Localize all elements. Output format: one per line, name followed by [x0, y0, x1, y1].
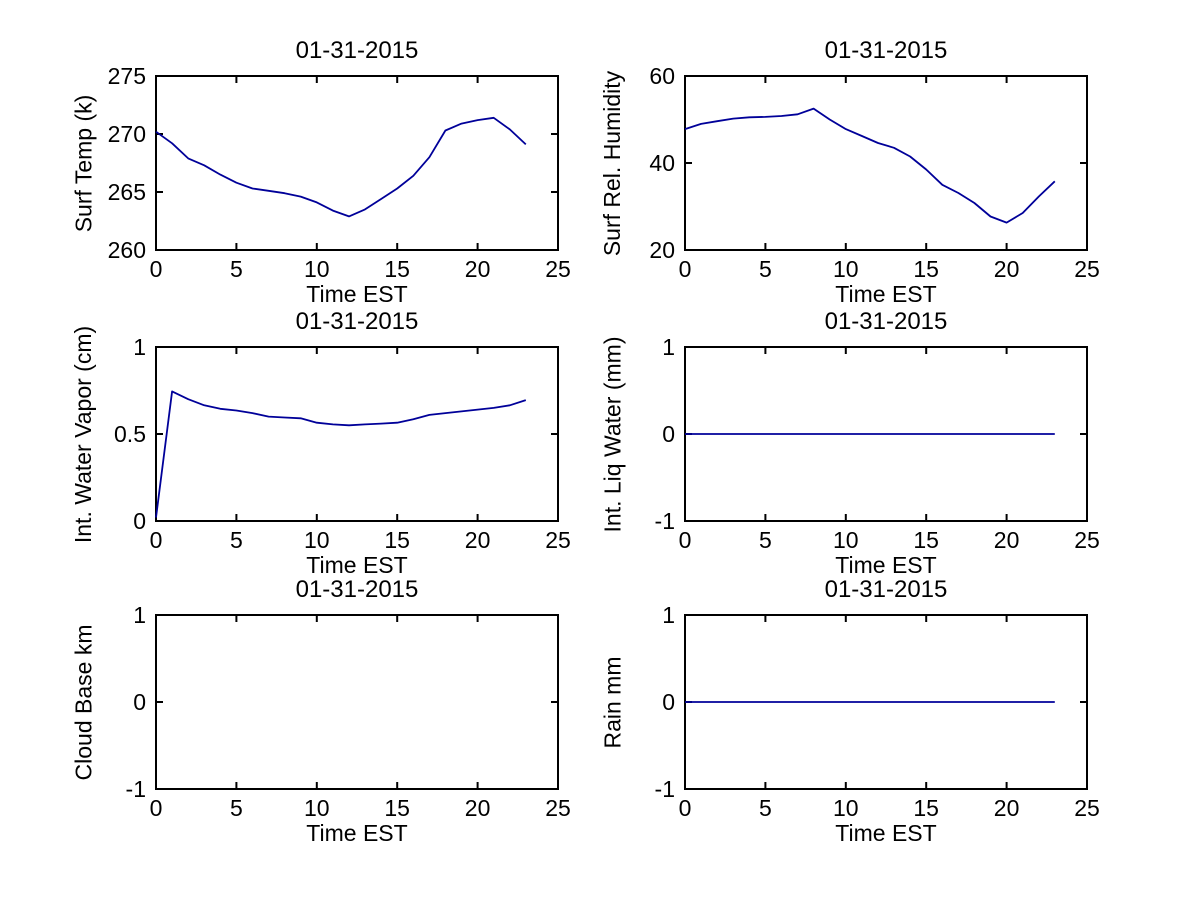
x-tick-label: 15 [913, 527, 939, 553]
x-tick-label: 10 [833, 795, 859, 821]
surf-rel-humidity-axes: 0 5 10 15 20 25 20 40 60 [649, 63, 1100, 282]
y-tick-label: 20 [649, 237, 675, 263]
subplot-int-water-vapor: 01-31-2015 Int. Water Vapor (cm) 0 5 10 15 2… [71, 308, 571, 578]
x-axis-label: Time EST [306, 820, 408, 846]
plot-title: 01-31-2015 [295, 307, 419, 335]
rain-axes: 0 5 10 15 20 25-101 [655, 602, 1100, 821]
y-tick-label: 260 [108, 237, 146, 263]
surf-temp-axes: 0 5 10 15 20 25 260 265 270 275 [108, 63, 571, 282]
y-tick-label: 1 [662, 602, 675, 628]
y-tick-label: -1 [126, 776, 146, 802]
y-tick-label: -1 [655, 508, 675, 534]
x-tick-label: 25 [545, 795, 571, 821]
x-tick-label: 25 [1074, 256, 1100, 282]
plot-line [155, 116, 527, 218]
y-tick-label: 270 [108, 121, 146, 147]
x-tick-label: 20 [994, 795, 1020, 821]
plot-title: 01-31-2015 [295, 575, 419, 603]
plot-title: 01-31-2015 [824, 36, 948, 64]
x-tick-label: 0 [679, 256, 692, 282]
x-tick-label: 0 [679, 795, 692, 821]
y-tick-label: 1 [662, 334, 675, 360]
subplot-cloud-base: 01-31-2015 Cloud Base km 0 5 10 15 20 25 -1 0 1 … [71, 576, 571, 846]
x-tick-label: 5 [759, 795, 772, 821]
y-tick-label: 1 [133, 602, 146, 628]
x-axis-label: Time EST [306, 281, 408, 307]
x-tick-label: 25 [545, 256, 571, 282]
y-tick-label: 265 [108, 179, 146, 205]
int-water-vapor-axes: 0 5 10 15 20 25 0 0.5 1 [114, 334, 571, 553]
x-tick-label: 5 [230, 256, 243, 282]
subplot-rain: 01-31-2015 Rain mm 0 5 10 15 20 25 -1 0 1 Time E… [600, 576, 1100, 846]
plot-line [684, 107, 1056, 224]
x-tick-label: 15 [384, 256, 410, 282]
x-axis-label: Time EST [835, 552, 937, 578]
x-axis-label: Time EST [835, 820, 937, 846]
x-tick-label: 15 [913, 256, 939, 282]
x-tick-label: 5 [230, 527, 243, 553]
x-axis-label: Time EST [835, 281, 937, 307]
axes-box [155, 346, 559, 522]
axes-box [155, 75, 559, 251]
x-tick-label: 10 [304, 795, 330, 821]
x-tick-label: 0 [150, 256, 163, 282]
x-tick-label: 15 [913, 795, 939, 821]
int-liq-water-axes: 0 5 10 15 20 25-101 [655, 334, 1100, 553]
x-tick-label: 15 [384, 527, 410, 553]
plot-line [155, 390, 527, 518]
x-tick-label: 10 [304, 527, 330, 553]
x-tick-label: 20 [994, 527, 1020, 553]
y-tick-label: 275 [108, 63, 146, 89]
x-tick-label: 10 [304, 256, 330, 282]
x-tick-label: 0 [679, 527, 692, 553]
y-tick-label: 0 [662, 421, 675, 447]
x-axis-label: Time EST [306, 552, 408, 578]
x-tick-label: 25 [1074, 795, 1100, 821]
x-tick-label: 25 [1074, 527, 1100, 553]
x-tick-label: 20 [994, 256, 1020, 282]
x-tick-label: 0 [150, 527, 163, 553]
y-tick-label: 1 [133, 334, 146, 360]
cloud-base-axes: 0 5 10 15 20 25-101 [126, 602, 571, 821]
x-tick-label: 15 [384, 795, 410, 821]
y-tick-label: 0 [133, 508, 146, 534]
x-tick-label: 0 [150, 795, 163, 821]
x-tick-label: 10 [833, 256, 859, 282]
y-tick-label: 0 [133, 689, 146, 715]
subplot-surf-rel-humidity: 01-31-2015 Surf Rel. Humidity 0 5 10 15 20 25… [600, 37, 1100, 307]
y-tick-label: -1 [655, 776, 675, 802]
plot-title: 01-31-2015 [295, 36, 419, 64]
x-tick-label: 20 [465, 256, 491, 282]
axes-box [155, 614, 559, 790]
axes-box [684, 75, 1088, 251]
subplot-int-liq-water: 01-31-2015 Int. Liq Water (mm) 0 5 10 15 20 2… [600, 308, 1100, 578]
x-tick-label: 5 [759, 256, 772, 282]
y-tick-label: 0 [662, 689, 675, 715]
y-tick-label: 40 [649, 150, 675, 176]
x-tick-label: 5 [230, 795, 243, 821]
y-tick-label: 60 [649, 63, 675, 89]
x-tick-label: 5 [759, 527, 772, 553]
x-tick-label: 10 [833, 527, 859, 553]
plot-title: 01-31-2015 [824, 307, 948, 335]
y-tick-label: 0.5 [114, 421, 146, 447]
subplot-surf-temp: 01-31-2015 Surf Temp (k) 0 5 10 15 20 25 260 26… [71, 37, 571, 307]
x-tick-label: 20 [465, 527, 491, 553]
plot-title: 01-31-2015 [824, 575, 948, 603]
x-tick-label: 20 [465, 795, 491, 821]
x-tick-label: 25 [545, 527, 571, 553]
